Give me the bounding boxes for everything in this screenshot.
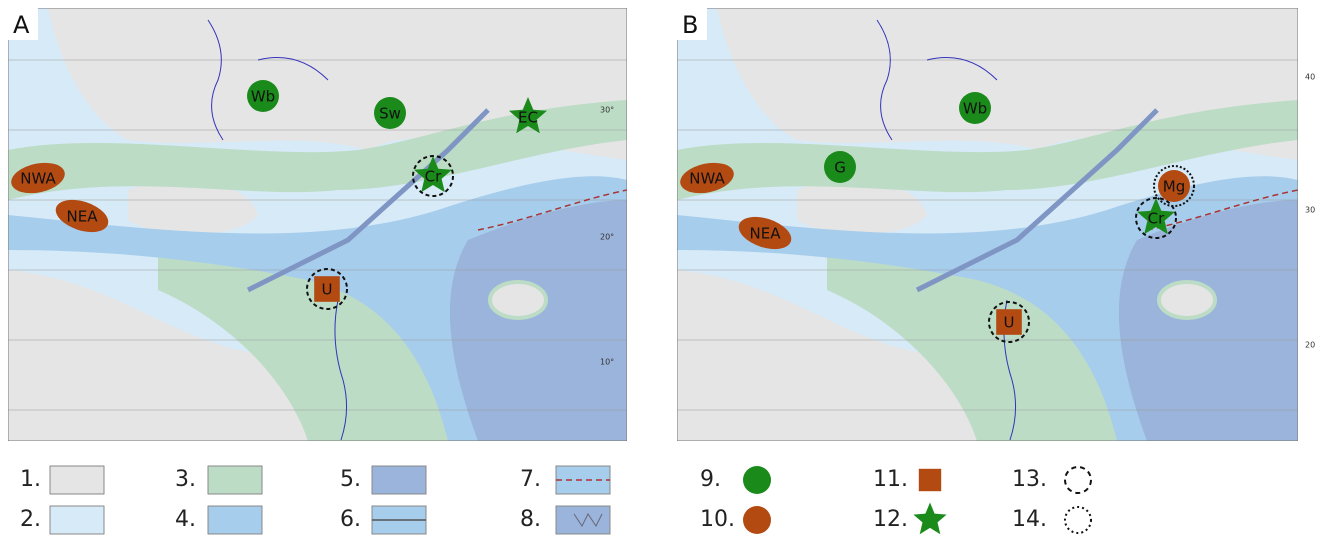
latitude-label: 20° <box>600 233 614 242</box>
legend-number: 5. <box>340 467 361 492</box>
marker-label: EC <box>518 109 538 127</box>
marker-label: Wb <box>963 100 987 118</box>
panel-label: A <box>13 11 30 39</box>
legend-number: 13. <box>1012 467 1047 492</box>
marker-label: NWA <box>20 170 56 188</box>
latitude-label: 40 <box>1305 73 1315 82</box>
legend-number: 3. <box>175 467 196 492</box>
legend-number: 12. <box>873 507 908 532</box>
legend-item: 2. <box>20 506 104 534</box>
panel-label-box: B <box>677 8 707 40</box>
marker-label: U <box>322 281 333 299</box>
marker-label: Mg <box>1163 178 1185 196</box>
locality-marker: Wb <box>247 80 279 112</box>
legend-number: 1. <box>20 467 41 492</box>
locality-marker: Sw <box>374 97 406 129</box>
marker-label: NEA <box>67 208 99 226</box>
marker-label: Cr <box>1148 210 1165 228</box>
legend-number: 6. <box>340 507 361 532</box>
marker-label: NWA <box>689 170 725 188</box>
panel-label: B <box>682 11 698 39</box>
island <box>1159 282 1215 318</box>
legend-item: 4. <box>175 506 262 534</box>
legend-swatch <box>208 506 262 534</box>
locality-marker: Wb <box>959 92 991 124</box>
legend-number: 2. <box>20 507 41 532</box>
brown-circle <box>743 506 771 534</box>
latitude-label: 30 <box>1305 206 1315 215</box>
legend-item: 3. <box>175 466 262 494</box>
legend-item: 6. <box>340 506 426 534</box>
latitude-label: 10° <box>600 358 614 367</box>
legend-swatch <box>556 506 610 534</box>
legend-number: 14. <box>1012 507 1047 532</box>
island <box>490 282 546 318</box>
legend-swatch <box>50 506 104 534</box>
legend-number: 7. <box>520 467 541 492</box>
legend-number: 9. <box>700 467 721 492</box>
latitude-label: 30° <box>600 106 614 115</box>
legend-number: 8. <box>520 507 541 532</box>
latitude-label: 20 <box>1305 341 1315 350</box>
legend-swatch <box>372 466 426 494</box>
marker-label: Sw <box>379 105 401 123</box>
locality-marker: G <box>824 151 856 183</box>
legend-number: 4. <box>175 507 196 532</box>
brown-square <box>919 469 941 491</box>
marker-label: U <box>1004 314 1015 332</box>
green-circle <box>743 466 771 494</box>
legend-swatch <box>208 466 262 494</box>
legend-number: 11. <box>873 467 908 492</box>
legend-item: 11. <box>873 467 941 492</box>
marker-label: Cr <box>425 168 442 186</box>
legend-item: 5. <box>340 466 426 494</box>
figure: A 30° 20° 10° NWA NEA Wb Sw EC Cr U B 40 30 20 NWA NEA G W… <box>0 0 1324 545</box>
marker-label: G <box>834 159 846 177</box>
legend-item: 1. <box>20 466 104 494</box>
legend-number: 10. <box>700 507 735 532</box>
panel-label-box: A <box>8 8 38 40</box>
legend-item: 8. <box>520 506 610 534</box>
legend-item: 7. <box>520 466 610 494</box>
marker-label: NEA <box>750 225 782 243</box>
legend-swatch <box>50 466 104 494</box>
marker-label: Wb <box>251 88 275 106</box>
